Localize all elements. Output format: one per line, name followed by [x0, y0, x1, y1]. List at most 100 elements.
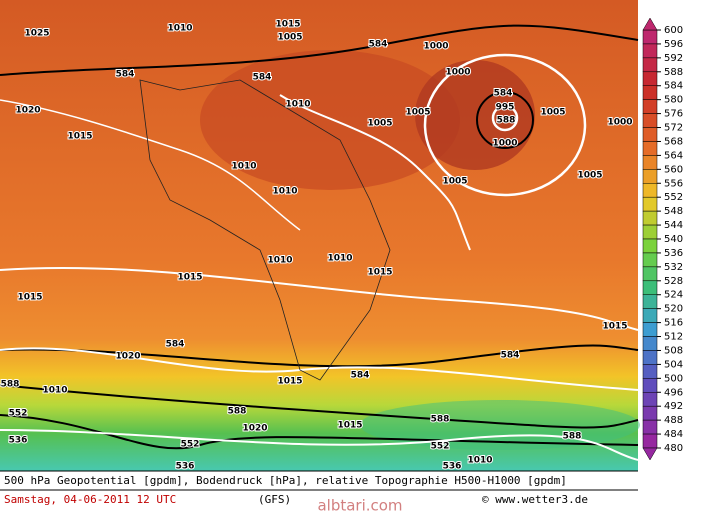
warm-area [200, 50, 460, 190]
colorbar-swatch [642, 322, 658, 337]
contour-label: 1015 [277, 377, 302, 387]
colorbar-label: 544 [664, 220, 683, 231]
contour-label: 1010 [285, 100, 310, 110]
contour-label: 1015 [367, 268, 392, 278]
contour-label: 1015 [17, 293, 42, 303]
colorbar-swatch [642, 252, 658, 268]
warm-area [415, 60, 535, 170]
colorbar-arrow-bottom [642, 447, 658, 461]
contour-label: 584 [116, 70, 135, 80]
colorbar-label: 536 [664, 248, 683, 259]
colorbar-swatch [642, 364, 658, 379]
footer [0, 471, 638, 513]
contour-label: 1010 [231, 162, 256, 172]
colorbar-swatch [642, 183, 658, 198]
colorbar-swatch [642, 29, 658, 45]
contour-label: 1005 [540, 108, 565, 118]
colorbar-label: 560 [664, 164, 683, 175]
contour-label: 584 [501, 351, 520, 361]
colorbar-swatch [642, 210, 658, 226]
contour-label: 588 [228, 407, 247, 417]
colorbar-swatch [642, 127, 658, 142]
contour-label: 584 [253, 73, 272, 83]
contour-label: 1005 [577, 171, 602, 181]
colorbar-label: 532 [664, 262, 683, 273]
colorbar-swatch [642, 141, 658, 156]
contour-label: 1005 [442, 177, 467, 187]
contour-label: 1010 [267, 256, 292, 266]
colorbar-label: 568 [664, 136, 683, 147]
colorbar-label: 596 [664, 39, 683, 50]
contour-label: 536 [9, 436, 28, 446]
colorbar-label: 480 [664, 443, 683, 454]
colorbar-swatch [642, 85, 658, 100]
contour-label: 1015 [275, 20, 300, 30]
contour-label: 1015 [602, 322, 627, 332]
colorbar-swatch [642, 238, 658, 254]
colorbar-swatch [642, 350, 658, 365]
colorbar-label: 572 [664, 123, 683, 134]
colorbar-label: 500 [664, 373, 683, 384]
colorbar-label: 484 [664, 429, 683, 440]
colorbar-label: 592 [664, 53, 683, 64]
contour-label: 584 [351, 371, 370, 381]
colorbar-swatch [642, 294, 658, 309]
contour-label: 584 [166, 340, 185, 350]
contour-label: 1015 [337, 421, 362, 431]
credit: © www.wetter3.de [482, 493, 588, 506]
contour-label: 552 [181, 440, 200, 450]
colorbar-label: 548 [664, 206, 683, 217]
contour-label: 1020 [242, 424, 267, 434]
contour-label: 536 [443, 462, 462, 472]
contour-label: 1010 [167, 24, 192, 34]
colorbar-swatch [642, 155, 658, 170]
colorbar-swatch [642, 308, 658, 323]
colorbar-swatch [642, 405, 658, 421]
colorbar-label: 524 [664, 290, 683, 301]
contour-label: 1005 [367, 119, 392, 129]
colorbar-label: 564 [664, 150, 683, 161]
colorbar-label: 556 [664, 178, 683, 189]
colorbar-label: 576 [664, 109, 683, 120]
colorbar-label: 508 [664, 345, 683, 356]
colorbar-label: 504 [664, 359, 683, 370]
colorbar-label: 512 [664, 332, 683, 343]
colorbar-swatch [642, 266, 658, 282]
contour-label: 1010 [327, 254, 352, 264]
colorbar-label: 488 [664, 415, 683, 426]
colorbar-label: 584 [664, 81, 683, 92]
colorbar-label: 580 [664, 95, 683, 106]
colorbar-label: 600 [664, 25, 683, 36]
contour-label: 1010 [467, 456, 492, 466]
colorbar-swatch [642, 392, 658, 407]
contour-label: 588 [1, 380, 20, 390]
contour-label: 1020 [15, 106, 40, 116]
watermark: albtari.com [317, 497, 402, 514]
contour-label: 1005 [405, 108, 430, 118]
colorbar-swatch [642, 113, 658, 128]
colorbar-label: 540 [664, 234, 683, 245]
colorbar-label: 516 [664, 318, 683, 329]
contour-label: 1005 [277, 33, 302, 43]
colorbar-label: 552 [664, 192, 683, 203]
colorbar-label: 492 [664, 401, 683, 412]
colorbar-label: 520 [664, 304, 683, 315]
colorbar-label: 496 [664, 387, 683, 398]
contour-label: 1025 [24, 29, 49, 39]
contour-label: 588 [563, 432, 582, 442]
title: 500 hPa Geopotential [gpdm], Bodendruck … [4, 474, 567, 487]
colorbar-swatch [642, 196, 658, 212]
contour-label: 584 [369, 40, 388, 50]
contour-label: 588 [431, 415, 450, 425]
contour-label: 1000 [607, 118, 632, 128]
date: Samstag, 04-06-2011 12 UTC [4, 493, 176, 506]
colorbar-swatch [642, 378, 658, 393]
colorbar-swatch [642, 433, 658, 449]
contours [0, 24, 639, 461]
colorbar-swatch [642, 169, 658, 184]
colorbar-swatch [642, 280, 658, 295]
colorbar-swatch [642, 224, 658, 240]
colorbar-arrow-top [642, 17, 658, 31]
contour-label: 1000 [423, 42, 448, 52]
